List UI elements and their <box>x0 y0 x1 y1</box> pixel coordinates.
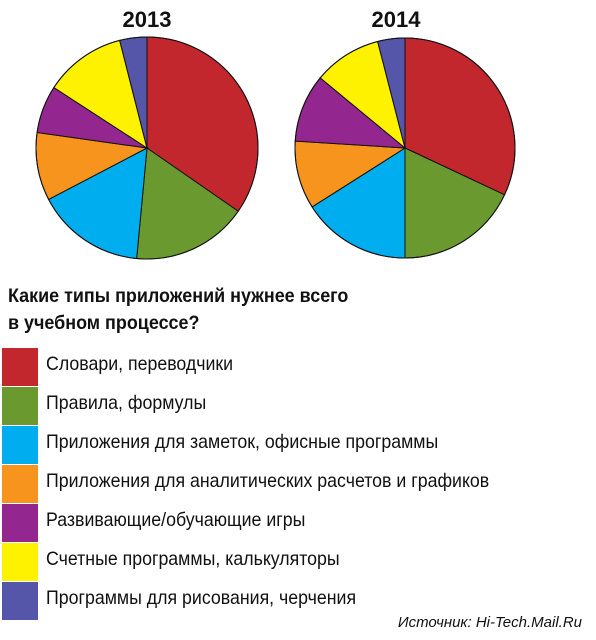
legend-label: Счетные программы, калькуляторы <box>46 548 340 570</box>
legend-item: Правила, формулы <box>0 387 596 425</box>
pie-2013: 2013 <box>35 7 259 260</box>
legend-item: Приложения для заметок, офисные программ… <box>0 426 596 464</box>
legend-label: Правила, формулы <box>46 392 207 414</box>
pie-title-2014: 2014 <box>372 7 422 32</box>
legend-item: Развивающие/обучающие игры <box>0 504 596 542</box>
pie-title-2013: 2013 <box>123 7 172 32</box>
legend-item: Программы для рисования, черчения <box>0 582 596 620</box>
legend-swatch <box>2 465 38 503</box>
legend-swatch <box>2 504 38 542</box>
legend-swatch <box>2 582 38 620</box>
legend-swatch <box>2 426 38 464</box>
pie-outline-2013 <box>35 36 259 260</box>
legend-swatch <box>2 543 38 581</box>
pie-outline-2014 <box>294 37 516 259</box>
legend-title: Какие типы приложений нужнее всего в уче… <box>8 283 486 337</box>
legend-label: Приложения для аналитических расчетов и … <box>46 470 490 492</box>
legend-label: Развивающие/обучающие игры <box>46 509 306 531</box>
legend-label: Словари, переводчики <box>46 353 234 375</box>
legend-item: Приложения для аналитических расчетов и … <box>0 465 596 503</box>
pie-2014: 2014 <box>294 7 516 259</box>
pie-charts: 2013 2014 <box>35 7 516 260</box>
legend-item: Счетные программы, калькуляторы <box>0 543 596 581</box>
legend-title-line-1: Какие типы приложений нужнее всего <box>8 285 349 307</box>
legend-item: Словари, переводчики <box>0 348 596 386</box>
source-credit: Источник: Hi-Tech.Mail.Ru <box>397 614 582 631</box>
legend-swatch <box>2 387 38 425</box>
legend-title-line-2: в учебном процессе? <box>8 312 200 334</box>
legend-swatch <box>2 348 38 386</box>
legend-label: Приложения для заметок, офисные программ… <box>46 431 439 453</box>
legend-label: Программы для рисования, черчения <box>46 587 357 609</box>
